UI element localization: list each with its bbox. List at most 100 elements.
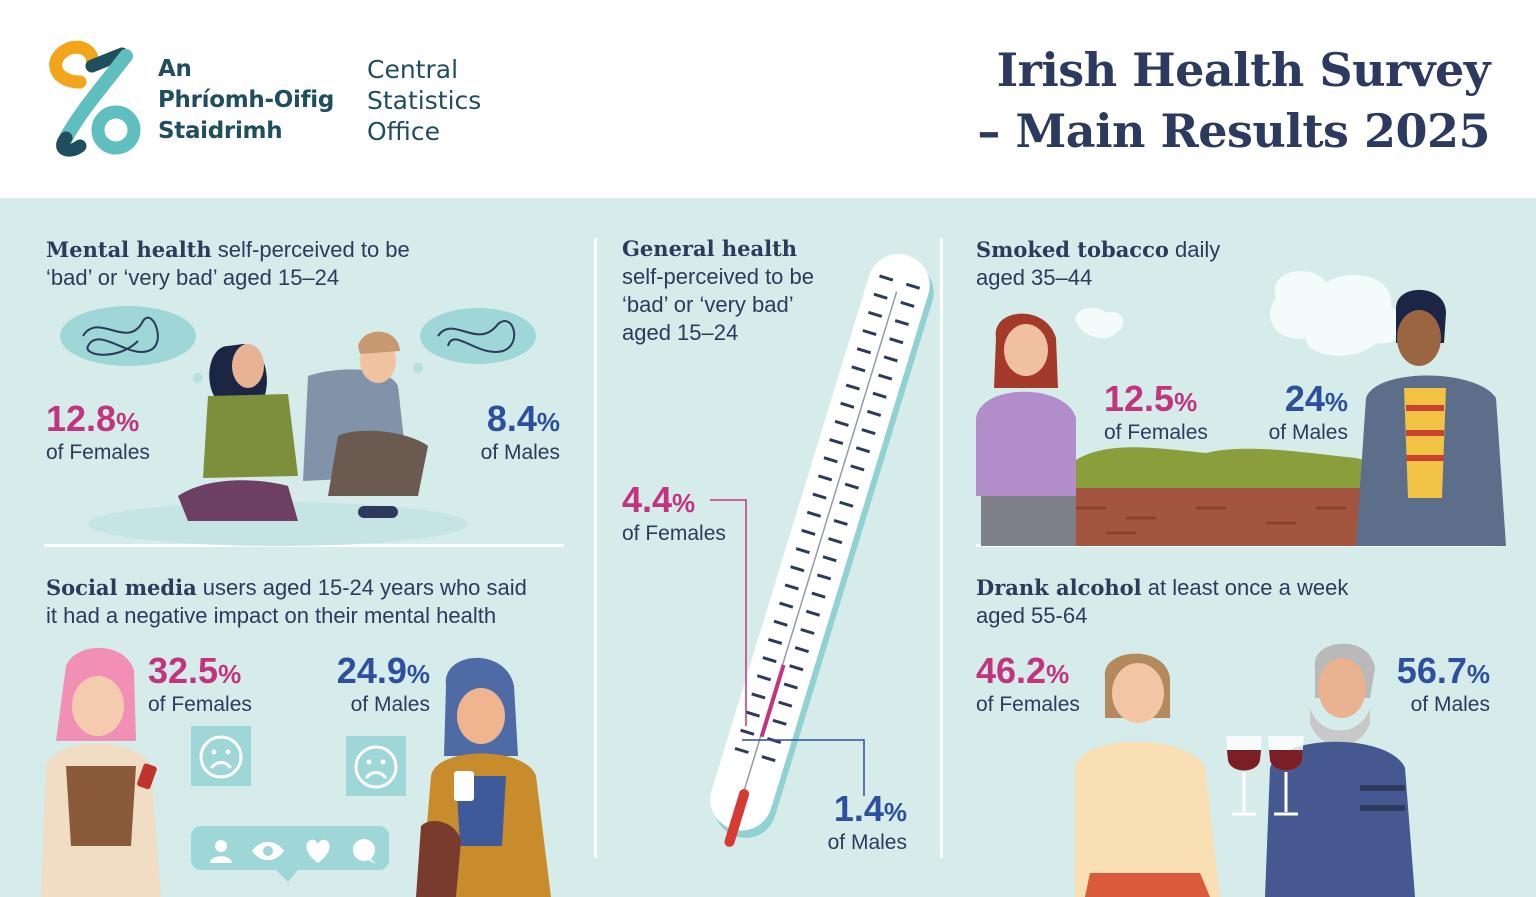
tobacco-female-value: 12.5 [1104, 378, 1175, 419]
tobacco-title-bold: Smoked tobacco [976, 237, 1169, 262]
thermometer-tick [762, 656, 777, 664]
logo-english-text: Central Statistics Office [367, 54, 481, 147]
logo-irish-line-2: Phríomh-Oifig [158, 87, 335, 113]
logo-english-line-3: Office [367, 117, 440, 146]
mental-health-male-stat: 8.4% of Males [481, 400, 560, 465]
thermometer-icon [710, 254, 934, 847]
thermometer-tick [756, 674, 772, 682]
thermometer-tick [851, 365, 866, 373]
thermometer-tick [844, 482, 859, 490]
thermometer-tick [822, 555, 837, 563]
mental-health-title: Mental health self-perceived to be ‘bad’… [46, 236, 566, 292]
alcohol-title-bold: Drank alcohol [976, 575, 1142, 600]
general-health-male-percent: % [883, 797, 907, 827]
alcohol-female-stat: 46.2% of Females [976, 652, 1080, 717]
logo-english-line-1: Central [367, 55, 459, 84]
mental-health-female-stat: 12.8% of Females [46, 400, 150, 465]
alcohol-title: Drank alcohol at least once a week aged … [976, 574, 1496, 630]
thermometer-tick [862, 329, 877, 337]
alcohol-male-label: of Males [1410, 693, 1490, 716]
alcohol-male-stat: 56.7% of Males [1397, 652, 1490, 717]
general-health-male-label: of Males [827, 831, 907, 854]
alcohol-title-line-2: aged 55-64 [976, 603, 1088, 628]
wine-glass-icon [1268, 736, 1304, 816]
thermometer-tick [829, 438, 844, 446]
mental-health-title-bold: Mental health [46, 237, 212, 262]
tobacco-male-label: of Males [1268, 421, 1348, 444]
thermometer-tick [794, 646, 809, 654]
eye-icon [252, 842, 284, 860]
mental-health-female-percent: % [116, 407, 140, 437]
thermometer-tick [855, 446, 871, 454]
thermometer-tick [816, 573, 832, 581]
thermometer-tick [778, 700, 793, 708]
social-media-title: Social media users aged 15-24 years who … [46, 574, 576, 630]
logo-irish-text: An Phríomh-Oifig Staidrimh [158, 54, 334, 147]
social-media-title-rest: users aged 15-24 years who said [196, 575, 527, 600]
tobacco-male-stat: 24% of Males [1269, 380, 1348, 445]
social-media-male-percent: % [406, 659, 430, 689]
thermometer-tick [873, 292, 888, 300]
social-media-illustration [41, 647, 551, 897]
tobacco-title-line-2: aged 35–44 [976, 265, 1093, 290]
wine-glass-icon [1226, 736, 1262, 816]
mental-health-male-percent: % [536, 407, 560, 437]
mental-health-male-value: 8.4 [486, 398, 537, 439]
tobacco-female-stat: 12.5% of Females [1104, 380, 1208, 445]
alcohol-female-label: of Females [976, 693, 1080, 716]
mental-health-female-label: of Females [46, 441, 150, 464]
thermometer-tick [900, 300, 915, 308]
general-health-title: General health self-perceived to be ‘bad… [622, 235, 852, 347]
general-health-male-value: 1.4 [833, 788, 884, 829]
general-health-male-stat: 1.4% of Males [828, 790, 907, 855]
thermometer-tick [845, 383, 860, 391]
thermometer-tick [783, 682, 798, 690]
thermometer-tick [894, 319, 909, 327]
thermometer-tick [800, 627, 815, 635]
thermometer-tick [867, 310, 883, 318]
tobacco-title: Smoked tobacco daily aged 35–44 [976, 236, 1496, 292]
general-health-female-label: of Females [622, 522, 726, 545]
thermometer-tick [883, 355, 898, 363]
logo-english-line-2: Statistics [367, 86, 482, 115]
general-health-title-bold: General health [622, 236, 798, 261]
thermometer-tick [734, 746, 749, 754]
page-title-line-1: Irish Health Survey [996, 43, 1491, 97]
alcohol-illustration [1075, 643, 1415, 897]
alcohol-male-percent: % [1466, 659, 1490, 689]
thermometer-tick [740, 728, 755, 736]
general-health-female-leader [710, 499, 747, 726]
thermometer-tick [866, 409, 882, 417]
thermometer-tick [889, 337, 904, 345]
thermometer-tick [833, 518, 848, 526]
thermometer-tick [828, 537, 843, 545]
alcohol-female-value: 46.2 [976, 650, 1047, 691]
thermometer-tick [905, 282, 921, 290]
general-health-male-leader [742, 739, 865, 796]
thermometer-tick [839, 500, 854, 508]
thermometer-tick [861, 428, 876, 436]
thermometer-tick [811, 591, 826, 599]
thermometer-tick [751, 692, 766, 700]
thermometer-tick [812, 492, 827, 500]
logo-irish-line-3: Staidrimh [158, 118, 283, 144]
heart-icon [306, 839, 330, 863]
thermometer-tick [806, 510, 822, 518]
user-icon [210, 840, 232, 863]
social-media-female-label: of Females [148, 693, 252, 716]
thermometer-tick [879, 274, 894, 282]
comment-icon [353, 839, 376, 864]
infographic-panel: Mental health self-perceived to be ‘bad’… [0, 198, 1536, 897]
thermometer-tick [801, 528, 816, 536]
thermometer-tick [805, 609, 821, 617]
tobacco-female-label: of Females [1104, 421, 1208, 444]
mental-health-title-rest: self-perceived to be [211, 237, 410, 262]
thermometer-tick [790, 565, 805, 573]
alcohol-female-percent: % [1046, 659, 1070, 689]
thermometer-tick [840, 401, 855, 409]
thermometer-tick [872, 391, 887, 399]
social-media-title-line-2: it had a negative impact on their mental… [46, 603, 497, 628]
tobacco-female-percent: % [1174, 387, 1198, 417]
thermometer-tick [772, 718, 787, 726]
general-health-female-value: 4.4 [622, 479, 673, 520]
